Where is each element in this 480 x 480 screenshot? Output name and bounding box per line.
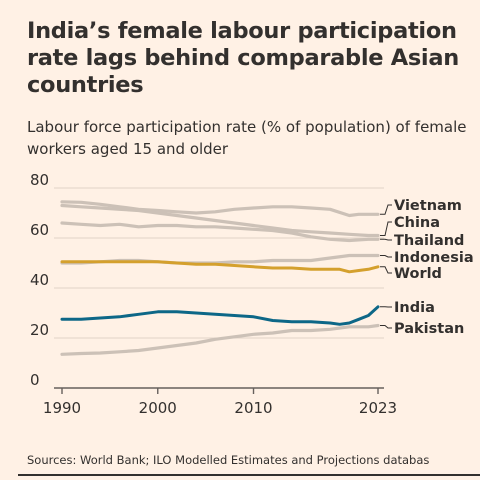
y-tick-label: 80: [30, 171, 49, 189]
y-tick-label: 0: [30, 371, 40, 389]
x-tick-label: 2000: [139, 399, 177, 417]
y-tick-label: 60: [30, 221, 49, 239]
bottom-rule: [18, 474, 480, 476]
label-leader: [380, 325, 392, 329]
source-note: Sources: World Bank; ILO Modelled Estima…: [27, 453, 430, 467]
grid-layer: [54, 187, 384, 394]
series-end-label-world: World: [394, 266, 442, 282]
y-tick-label: 40: [30, 271, 49, 289]
label-leader: [380, 266, 392, 274]
x-tick-label: 2010: [234, 399, 272, 417]
series-end-label-china: China: [394, 215, 440, 231]
series-line-world: [60, 260, 380, 274]
series-line-pakistan: [60, 323, 380, 356]
series-end-label-pakistan: Pakistan: [394, 321, 464, 337]
chart-title: India’s female labour participation rate…: [27, 18, 459, 98]
series-line-china: [60, 203, 380, 238]
series-end-label-thailand: Thailand: [394, 233, 464, 249]
series-line-india: [60, 305, 380, 326]
label-leader: [380, 255, 392, 258]
axis-labels: 0 20 40 60 80 1990 2000 2010 2023: [30, 171, 397, 417]
label-leader: [380, 204, 392, 215]
series-end-label-india: India: [394, 300, 435, 316]
series-layer: [60, 200, 380, 356]
chart-subtitle: Labour force participation rate (% of po…: [27, 118, 467, 158]
series-line-vietnam: [60, 200, 380, 218]
x-tick-label: 2023: [359, 399, 397, 417]
series-line-thailand: [60, 221, 380, 243]
label-leader: [380, 221, 392, 236]
label-leader: [380, 238, 392, 241]
y-tick-label: 20: [30, 321, 49, 339]
series-end-label-indonesia: Indonesia: [394, 250, 474, 266]
series-end-label-vietnam: Vietnam: [394, 198, 462, 214]
x-tick-label: 1990: [43, 399, 81, 417]
